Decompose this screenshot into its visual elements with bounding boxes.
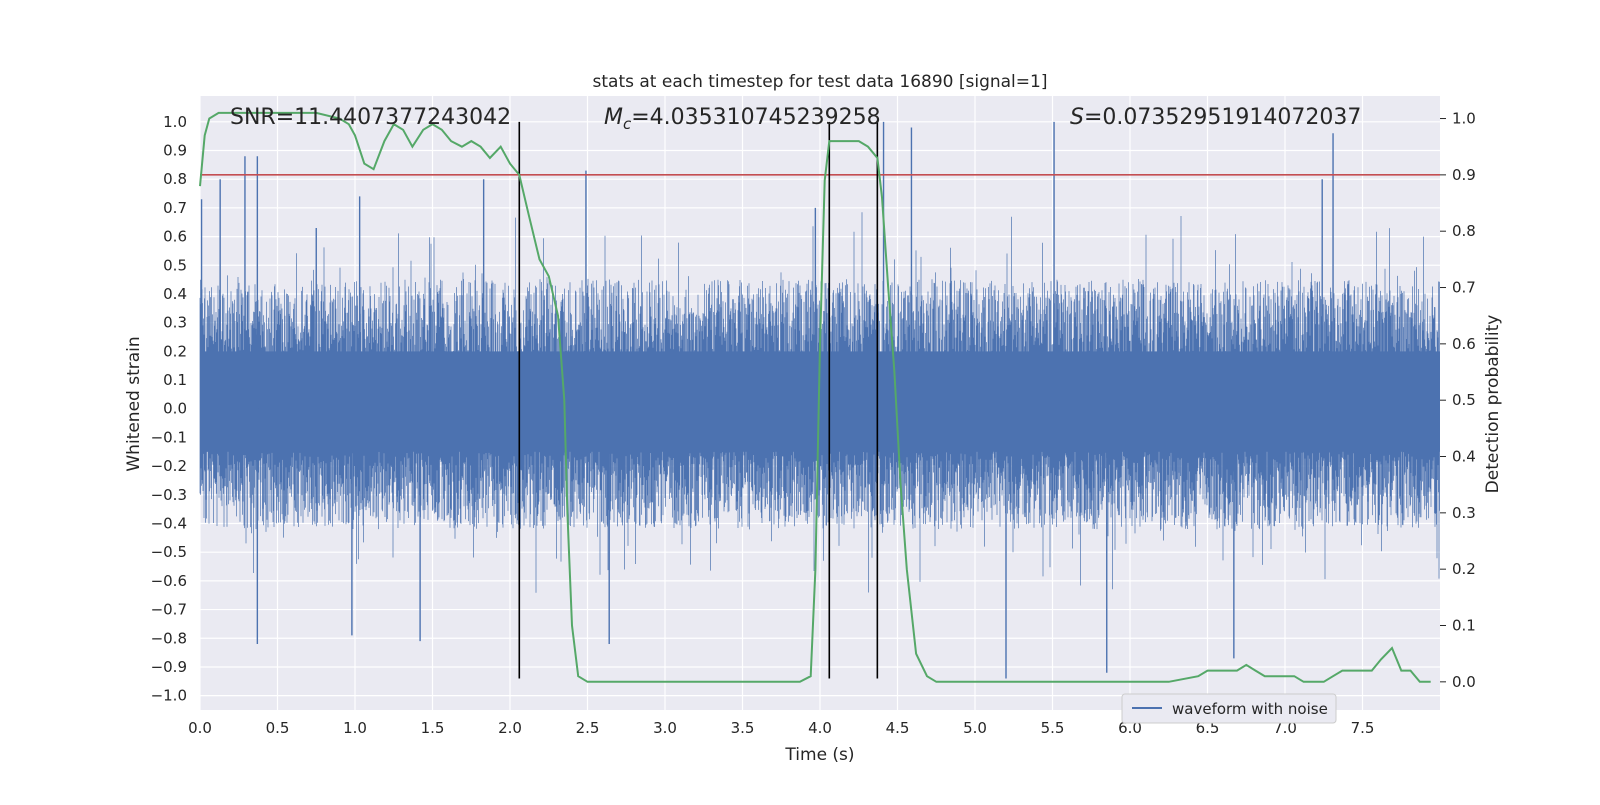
snr-annotation: SNR=11.4407377243042	[230, 105, 511, 130]
y-tick-label: 0.0	[163, 400, 187, 418]
y-tick-label: −0.5	[151, 543, 187, 561]
y2-tick-labels: 1.0 0.9 0.8 0.7 0.6 0.5 0.4 0.3 0.2 0.1 0.0	[1440, 110, 1476, 691]
y-tick-label: 0.6	[163, 228, 187, 246]
y2-tick-label: 0.2	[1452, 560, 1476, 578]
y2-tick-label: 0.0	[1452, 673, 1476, 691]
strain-series	[199, 121, 1440, 679]
y-tick-label: −0.1	[151, 428, 187, 446]
chirp-mass-value: =4.035310745239258	[631, 105, 880, 130]
probability-series	[199, 111, 1431, 683]
x-tick-label: 1.0	[343, 719, 367, 737]
y-tick-label: −0.6	[151, 572, 187, 590]
y-tick-label: 0.3	[163, 314, 187, 332]
y-tick-label: 0.7	[163, 199, 187, 217]
x-tick-label: 1.5	[421, 719, 445, 737]
x-tick-label: 4.0	[808, 719, 832, 737]
s-annotation: S=0.07352951914072037	[1070, 105, 1361, 130]
y-tick-label: 0.1	[163, 371, 187, 389]
y2-tick-label: 0.4	[1452, 448, 1476, 466]
y-tick-label: 1.0	[163, 113, 187, 131]
detection-probability-line	[199, 111, 1431, 683]
chart-title: stats at each timestep for test data 168…	[593, 72, 1048, 92]
y-tick-label: 0.4	[163, 285, 187, 303]
chirp-mass-symbol: M	[604, 105, 623, 130]
x-tick-label: 0.0	[188, 719, 212, 737]
legend-box	[1121, 693, 1337, 724]
x-tick-label: 5.5	[1041, 719, 1065, 737]
legend-entry-waveform: waveform with noise	[1172, 700, 1328, 718]
x-tick-label: 3.0	[653, 719, 677, 737]
y2-tick-label: 0.8	[1452, 222, 1476, 240]
x-tick-labels: 0.0 0.5 1.0 1.5 2.0 2.5 3.0 3.5 4.0 4.5 5.0 5.5 6.0 6…	[188, 719, 1374, 737]
chirp-mass-subscript: c	[623, 115, 632, 133]
y2-tick-label: 0.9	[1452, 166, 1476, 184]
s-symbol: S	[1070, 105, 1084, 130]
y2-tick-label: 1.0	[1452, 110, 1476, 128]
y2-tick-label: 0.1	[1452, 617, 1476, 635]
y2-axis-label: Detection probability	[1483, 315, 1503, 494]
y-tick-label: −0.7	[151, 601, 187, 619]
y2-tick-label: 0.3	[1452, 504, 1476, 522]
y-tick-label: 0.5	[163, 256, 187, 274]
y-tick-label: −0.8	[151, 629, 187, 647]
y-tick-label: −0.3	[151, 486, 187, 504]
x-axis-label: Time (s)	[784, 745, 854, 765]
x-tick-label: 7.5	[1351, 719, 1375, 737]
y-tick-labels: 1.0 0.9 0.8 0.7 0.6 0.5 0.4 0.3 0.2 0.1 0.0 −0.1 −0.…	[151, 113, 187, 705]
x-tick-label: 0.5	[266, 719, 290, 737]
chirp-mass-annotation: Mc=4.035310745239258	[604, 105, 881, 133]
x-tick-label: 2.5	[576, 719, 600, 737]
y2-tick-label: 0.6	[1452, 335, 1476, 353]
overlay-lines	[200, 121, 1440, 679]
y2-tick-label: 0.5	[1452, 391, 1476, 409]
y-tick-label: −0.9	[151, 658, 187, 676]
y-tick-label: 0.2	[163, 342, 187, 360]
legend: waveform with noise	[1121, 693, 1337, 724]
x-tick-label: 4.5	[886, 719, 910, 737]
y-tick-label: −0.2	[151, 457, 187, 475]
x-tick-label: 5.0	[963, 719, 987, 737]
y-axis-label: Whitened strain	[124, 336, 144, 471]
y-tick-label: −0.4	[151, 515, 187, 533]
y-tick-label: 0.9	[163, 142, 187, 160]
s-value: =0.07352951914072037	[1084, 105, 1361, 130]
x-tick-label: 3.5	[731, 719, 755, 737]
y-tick-label: −1.0	[151, 687, 187, 705]
y2-tick-label: 0.7	[1452, 279, 1476, 297]
y-tick-label: 0.8	[163, 170, 187, 188]
x-tick-label: 2.0	[498, 719, 522, 737]
